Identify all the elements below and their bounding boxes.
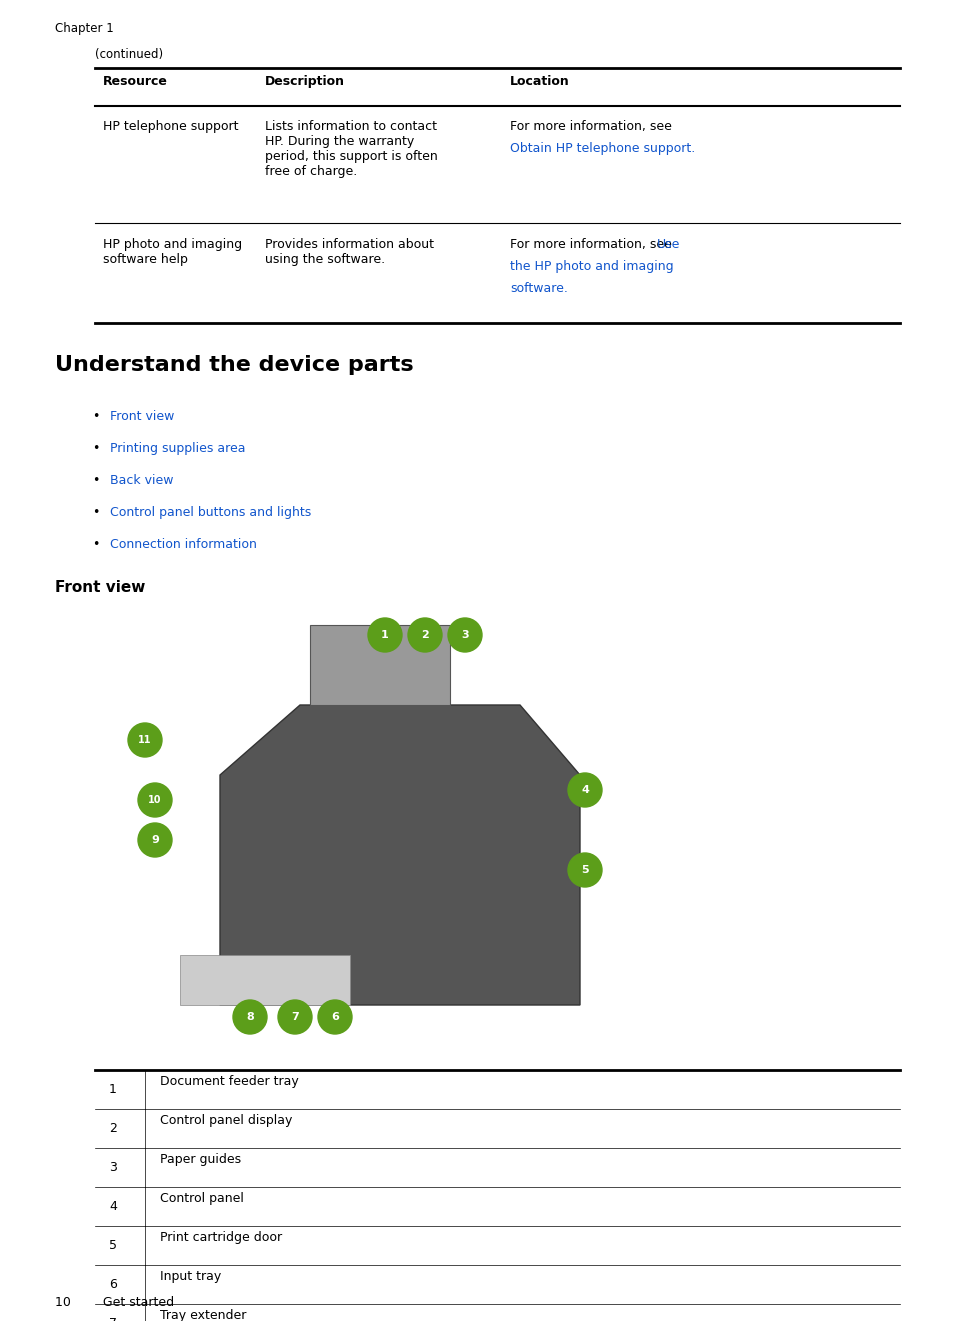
- Text: Provides information about
using the software.: Provides information about using the sof…: [265, 238, 434, 266]
- Circle shape: [128, 723, 162, 757]
- Text: 3: 3: [109, 1161, 117, 1174]
- Text: Control panel buttons and lights: Control panel buttons and lights: [110, 506, 311, 519]
- Text: 8: 8: [246, 1012, 253, 1022]
- Polygon shape: [220, 705, 579, 1005]
- Circle shape: [138, 783, 172, 816]
- Text: 2: 2: [420, 630, 429, 639]
- Polygon shape: [180, 955, 350, 1005]
- Text: Connection information: Connection information: [110, 538, 256, 551]
- Text: HP photo and imaging
software help: HP photo and imaging software help: [103, 238, 242, 266]
- Text: Understand the device parts: Understand the device parts: [55, 355, 414, 375]
- Text: For more information, see: For more information, see: [510, 238, 675, 251]
- Text: Front view: Front view: [110, 410, 174, 423]
- Text: HP telephone support: HP telephone support: [103, 120, 238, 133]
- Text: •: •: [91, 443, 99, 454]
- Polygon shape: [310, 625, 450, 705]
- Text: 1: 1: [381, 630, 389, 639]
- Circle shape: [317, 1000, 352, 1034]
- Text: Printing supplies area: Printing supplies area: [110, 443, 245, 454]
- Text: 9: 9: [151, 835, 159, 845]
- Text: the HP photo and imaging: the HP photo and imaging: [510, 260, 673, 273]
- Text: •: •: [91, 538, 99, 551]
- Text: 5: 5: [109, 1239, 117, 1252]
- Text: For more information, see: For more information, see: [510, 120, 671, 148]
- Text: Control panel display: Control panel display: [160, 1114, 292, 1127]
- Circle shape: [138, 823, 172, 857]
- Text: 10        Get started: 10 Get started: [55, 1296, 174, 1309]
- Text: 11: 11: [138, 734, 152, 745]
- Text: Control panel: Control panel: [160, 1192, 244, 1205]
- Text: Use: Use: [657, 238, 679, 251]
- Text: •: •: [91, 410, 99, 423]
- Text: Location: Location: [510, 75, 569, 89]
- Text: 5: 5: [580, 865, 588, 875]
- Circle shape: [567, 853, 601, 886]
- Text: Chapter 1: Chapter 1: [55, 22, 113, 34]
- Text: 6: 6: [331, 1012, 338, 1022]
- Circle shape: [567, 773, 601, 807]
- Circle shape: [233, 1000, 267, 1034]
- Text: 4: 4: [580, 785, 588, 795]
- Text: •: •: [91, 474, 99, 487]
- Text: 7: 7: [109, 1317, 117, 1321]
- Text: 2: 2: [109, 1122, 117, 1135]
- Text: Print cartridge door: Print cartridge door: [160, 1231, 282, 1244]
- Text: 3: 3: [460, 630, 468, 639]
- Text: Back view: Back view: [110, 474, 173, 487]
- Circle shape: [277, 1000, 312, 1034]
- Text: 4: 4: [109, 1199, 117, 1213]
- Text: •: •: [91, 506, 99, 519]
- Circle shape: [448, 618, 481, 653]
- Text: 1: 1: [109, 1083, 117, 1096]
- Circle shape: [408, 618, 441, 653]
- Text: Description: Description: [265, 75, 345, 89]
- Text: Input tray: Input tray: [160, 1269, 221, 1283]
- Text: software.: software.: [510, 281, 567, 295]
- Text: Resource: Resource: [103, 75, 168, 89]
- Text: (continued): (continued): [95, 48, 163, 61]
- Text: 10: 10: [148, 795, 162, 804]
- Text: 7: 7: [291, 1012, 298, 1022]
- Text: Document feeder tray: Document feeder tray: [160, 1075, 298, 1089]
- Text: Paper guides: Paper guides: [160, 1153, 241, 1166]
- Circle shape: [368, 618, 401, 653]
- Text: Front view: Front view: [55, 580, 145, 594]
- Text: Lists information to contact
HP. During the warranty
period, this support is oft: Lists information to contact HP. During …: [265, 120, 437, 178]
- Text: Tray extender: Tray extender: [160, 1309, 246, 1321]
- Text: 6: 6: [109, 1277, 117, 1291]
- Text: Obtain HP telephone support.: Obtain HP telephone support.: [510, 141, 695, 155]
